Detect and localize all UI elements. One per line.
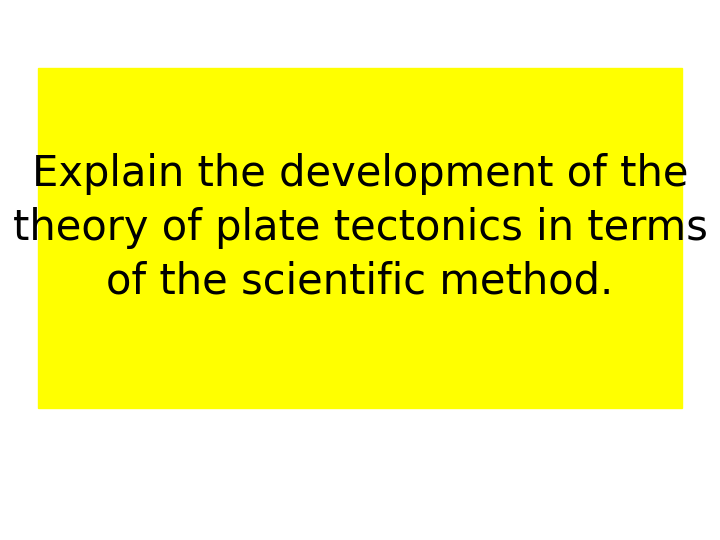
Bar bbox=[38, 68, 682, 408]
Text: Explain the development of the
theory of plate tectonics in terms
of the scienti: Explain the development of the theory of… bbox=[12, 153, 708, 302]
